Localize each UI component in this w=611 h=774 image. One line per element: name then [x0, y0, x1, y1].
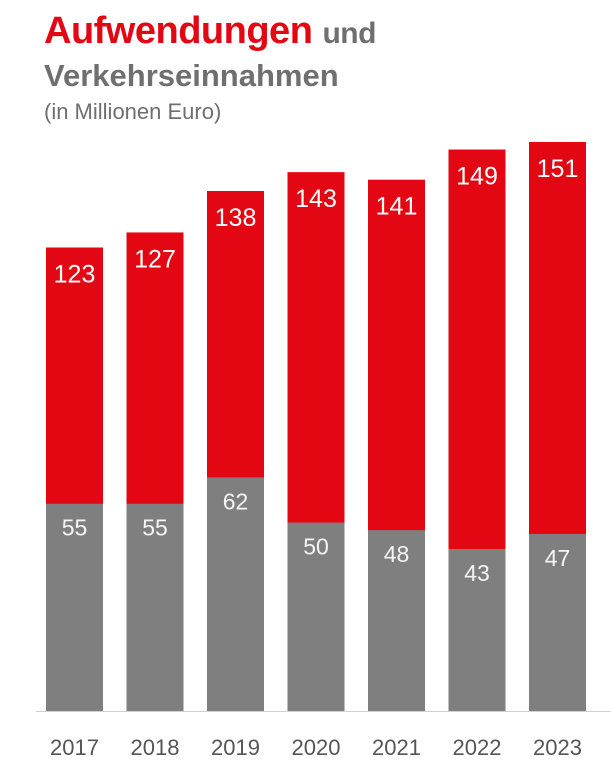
x-tick-label-2018: 2018 — [131, 735, 180, 760]
data-label-revenue-2020: 50 — [303, 534, 329, 560]
bar-revenue-2017 — [46, 503, 103, 711]
bar-revenue-2018 — [126, 503, 184, 711]
x-tick-label-2021: 2021 — [372, 735, 421, 760]
data-label-expenses-2017: 123 — [54, 261, 96, 289]
data-label-expenses-2021: 141 — [376, 193, 418, 221]
chart-title-block: Aufwendungen und Verkehrseinnahmen (in M… — [44, 8, 604, 127]
data-label-expenses-2023: 151 — [537, 155, 579, 183]
data-label-revenue-2021: 48 — [384, 541, 410, 567]
bar-revenue-2022 — [448, 548, 506, 711]
x-tick-label-2019: 2019 — [211, 735, 260, 760]
data-label-revenue-2022: 43 — [464, 560, 490, 586]
chart-title-line2: Verkehrseinnahmen — [44, 58, 339, 93]
data-label-expenses-2022: 149 — [456, 163, 498, 191]
x-tick-label-2023: 2023 — [533, 735, 582, 760]
chart-title-highlight: Aufwendungen — [44, 10, 313, 52]
chart-title-line1: Aufwendungen und — [44, 8, 604, 57]
bar-revenue-2019 — [207, 477, 264, 711]
data-label-expenses-2020: 143 — [295, 185, 337, 213]
bar-revenue-2021 — [368, 530, 425, 711]
x-tick-label-2022: 2022 — [453, 735, 502, 760]
data-label-revenue-2023: 47 — [545, 545, 571, 571]
chart-subtitle: (in Millionen Euro) — [44, 99, 222, 124]
chart-title-connector: und — [322, 17, 376, 50]
data-label-expenses-2018: 127 — [134, 245, 176, 273]
bar-revenue-2023 — [529, 533, 586, 711]
data-label-revenue-2017: 55 — [62, 515, 88, 541]
x-tick-label-2017: 2017 — [50, 735, 99, 760]
data-label-revenue-2018: 55 — [142, 515, 168, 541]
data-label-expenses-2019: 138 — [215, 204, 257, 232]
bar-revenue-2020 — [287, 522, 345, 711]
data-label-revenue-2019: 62 — [223, 488, 249, 514]
x-tick-label-2020: 2020 — [292, 735, 341, 760]
